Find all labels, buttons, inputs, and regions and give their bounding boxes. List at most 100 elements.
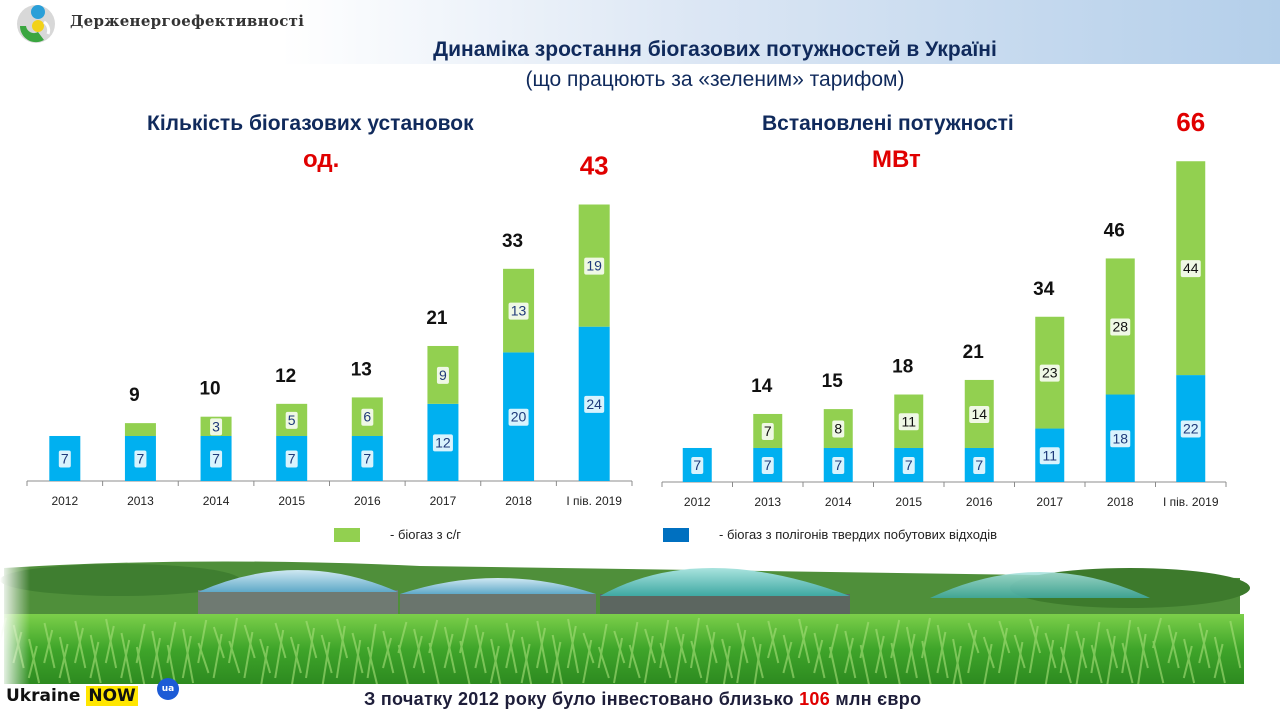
data-label: 7: [764, 457, 772, 473]
agency-name: Держенергоефективності: [70, 12, 305, 30]
corn-leaf: [797, 625, 808, 659]
data-label: 7: [764, 423, 772, 439]
investment-text-after: млн євро: [830, 689, 922, 709]
left-chart-title: Кількість біогазових установок: [147, 112, 474, 135]
corn-leaf: [1044, 639, 1055, 684]
corn-leaf: [489, 645, 500, 684]
left-chart-plot: 2012720137920147310201575122016761320171…: [26, 151, 633, 508]
data-label-bg: [973, 456, 986, 474]
corn-leaf: [197, 619, 208, 664]
data-label-bg: [361, 408, 374, 426]
corn-leaf: [212, 633, 223, 679]
corn-leaf: [998, 620, 1011, 654]
data-label-bg: [361, 450, 374, 468]
corn-leaf: [690, 640, 703, 679]
corn-leaf: [58, 643, 69, 679]
corn-leaf: [366, 623, 377, 679]
corn-leaf: [813, 639, 824, 674]
corn-leaf: [551, 641, 562, 684]
data-label-bg: [584, 395, 605, 413]
data-label-bg: [832, 420, 845, 438]
brand-badge-ua: ua: [157, 678, 179, 700]
total-label: 66: [1176, 107, 1205, 137]
corn-leaf: [228, 617, 238, 664]
corn-leaf: [352, 639, 362, 684]
corn-leaf: [905, 626, 918, 679]
data-label-bg: [1180, 260, 1201, 278]
header-band: [0, 0, 1280, 64]
page-subtitle: (що працюють за «зеленим» тарифом): [525, 68, 905, 91]
data-label: 7: [834, 457, 842, 473]
corn-leaf: [828, 623, 839, 659]
brand-word-now: NOW: [86, 686, 138, 706]
data-label-bg: [508, 302, 529, 320]
corn-leaf: [628, 644, 641, 679]
corn-leaf: [151, 630, 164, 684]
corn-leaf: [274, 629, 285, 679]
corn-leaf: [1213, 636, 1226, 684]
biogas-plant-photo: [0, 548, 1250, 684]
total-label: 18: [892, 357, 913, 378]
corn-leaf: [1106, 635, 1116, 684]
total-label: 21: [963, 342, 985, 363]
corn-leaf: [443, 626, 456, 674]
corn-leaf: [782, 641, 793, 674]
corn-leaf: [291, 643, 300, 684]
corn-leaf: [74, 627, 84, 664]
data-label-bg: [761, 456, 774, 474]
corn-leaf: [1059, 623, 1070, 674]
page-title: Динаміка зростання біогазових потужносте…: [433, 38, 997, 61]
corn-leaf: [1028, 625, 1039, 674]
corn-leaf: [613, 637, 623, 684]
corn-leaf: [105, 618, 118, 669]
corn-leaf: [690, 617, 700, 669]
x-tick-label: І пів. 2019: [1163, 495, 1219, 509]
corn-leaf: [135, 623, 146, 664]
total-label: 21: [426, 308, 448, 329]
corn-leaf: [674, 633, 685, 684]
corn-leaf: [74, 620, 87, 669]
corn-leaf: [628, 621, 639, 669]
data-label-bg: [432, 434, 453, 452]
corn-leaf: [459, 617, 469, 654]
corn-leaf: [1121, 642, 1134, 684]
corn-leaf: [397, 644, 409, 684]
data-label: 9: [439, 367, 447, 383]
data-label: 12: [435, 434, 451, 450]
corn-leaf: [844, 630, 857, 679]
x-tick-label: 2015: [895, 495, 922, 509]
total-label: 13: [351, 359, 372, 380]
corn-leaf: [753, 643, 762, 684]
data-label-bg: [134, 450, 147, 468]
corn-leaf: [998, 627, 1008, 674]
corn-leaf: [536, 620, 549, 674]
x-tick-label: 2013: [754, 495, 781, 509]
corn-leaf: [1167, 624, 1180, 669]
legend-label-blue: - біогаз з полігонів твердих побутових в…: [719, 527, 998, 542]
data-label-bg: [210, 418, 223, 436]
x-tick-label: 2017: [1036, 495, 1063, 509]
corn-leaf: [505, 622, 518, 674]
data-label-bg: [898, 413, 919, 431]
right-chart-title: Встановлені потужності: [762, 112, 1014, 135]
corn-leaf: [1090, 621, 1101, 674]
corn-leaf: [659, 642, 672, 679]
investment-note: З початку 2012 року було інвестовано бли…: [364, 689, 921, 710]
x-tick-label: 2015: [278, 494, 305, 508]
data-label-bg: [584, 257, 605, 275]
corn-leaf: [120, 632, 133, 684]
right-chart-unit: МВт: [872, 146, 921, 173]
corn-leaf: [705, 631, 716, 684]
corn-leaf: [597, 623, 608, 669]
total-label: 43: [580, 151, 609, 181]
data-label-bg: [691, 456, 704, 474]
data-label: 7: [975, 457, 983, 473]
corn-leaf: [936, 624, 949, 679]
corn-leaf: [1183, 638, 1196, 684]
corn-leaf: [520, 636, 533, 684]
data-label: 5: [288, 412, 296, 428]
corn-leaf: [1075, 637, 1085, 684]
corn-leaf: [905, 633, 916, 674]
corn-leaf: [1152, 617, 1162, 649]
corn-leaf: [104, 625, 115, 664]
